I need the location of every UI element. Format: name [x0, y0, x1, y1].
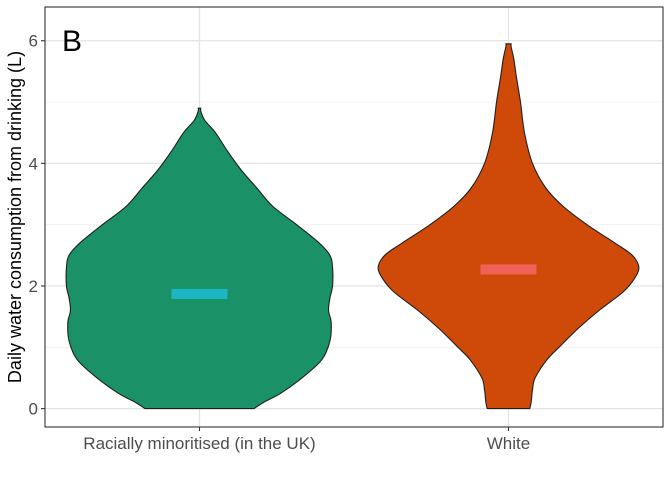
y-tick-label: 0: [29, 400, 38, 419]
x-tick-label: Racially minoritised (in the UK): [83, 434, 315, 453]
median-marker-white: [480, 264, 537, 275]
y-tick-label: 2: [29, 277, 38, 296]
y-tick-label: 4: [29, 154, 38, 173]
violin-racially-minoritised: [65, 107, 334, 410]
median-marker-racially-minoritised: [171, 288, 228, 299]
y-axis-title: Daily water consumption from drinking (L…: [5, 51, 25, 383]
panel-border: [44, 6, 664, 428]
x-tick-label: White: [487, 434, 530, 453]
panel-label: B: [62, 25, 82, 58]
y-tick-label: 6: [29, 32, 38, 51]
violin-white: [377, 43, 640, 410]
